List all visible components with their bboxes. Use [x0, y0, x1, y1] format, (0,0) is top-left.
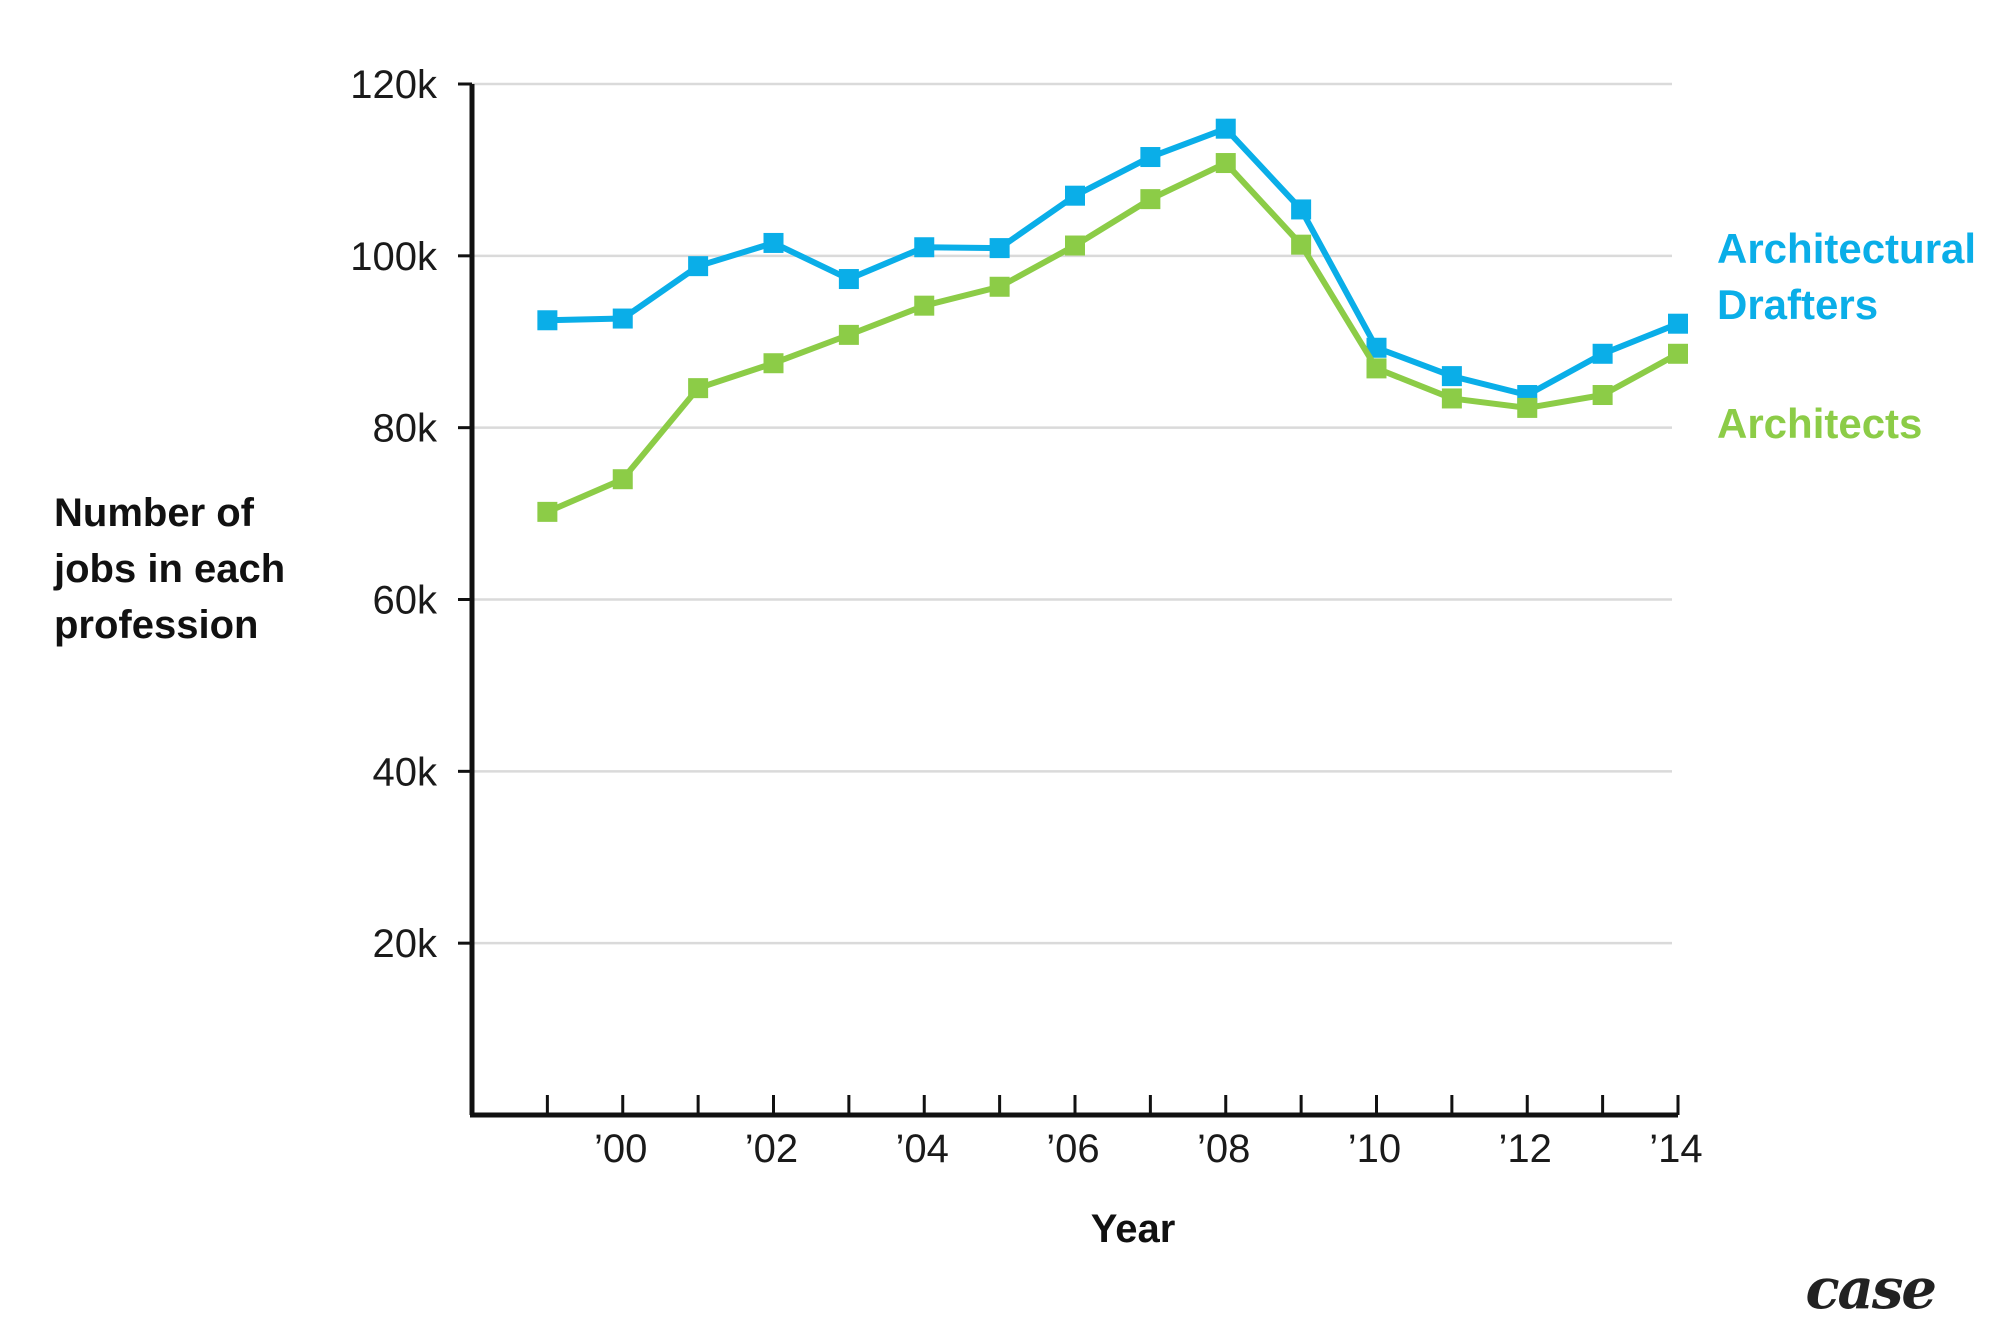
y-tick-label: 20k	[373, 922, 438, 966]
y-tick-label: 40k	[373, 750, 438, 794]
y-axis-title-line: profession	[54, 603, 258, 647]
data-point	[1592, 385, 1613, 406]
series-label-line: Drafters	[1717, 281, 1878, 328]
data-point	[1517, 397, 1538, 418]
data-point	[1441, 388, 1462, 409]
data-point	[1592, 343, 1613, 364]
x-tick-label: ’00	[594, 1127, 647, 1171]
data-point	[1366, 358, 1387, 379]
data-point	[1366, 337, 1387, 358]
data-point	[612, 469, 633, 490]
y-axis-title-line: Number of	[54, 491, 255, 535]
series-label-architects: Architects	[1717, 400, 1922, 447]
y-tick-labels: 20k 40k 60k 80k 100k 120k	[350, 63, 472, 966]
x-tick-label: ’14	[1649, 1127, 1702, 1171]
y-tick-label: 60k	[373, 579, 438, 623]
data-point	[688, 256, 709, 277]
y-tick-label: 100k	[350, 235, 438, 279]
x-tick-label: ’08	[1197, 1127, 1250, 1171]
data-point	[1215, 118, 1236, 139]
data-point	[537, 310, 558, 331]
x-tick-label: ’02	[745, 1127, 798, 1171]
data-point	[1140, 147, 1161, 168]
y-tick-label: 120k	[350, 63, 438, 107]
data-point	[1668, 313, 1688, 334]
case-logo: case	[1805, 1256, 1935, 1322]
series-line	[547, 125, 1680, 399]
data-point	[989, 238, 1010, 259]
data-point	[763, 232, 784, 253]
data-point	[1065, 235, 1085, 256]
x-tick-label: ’10	[1348, 1127, 1401, 1171]
series-label-line: Architects	[1717, 400, 1922, 447]
series-label-line: Architectural	[1717, 225, 1976, 272]
data-point	[1065, 185, 1085, 206]
y-axis-title-line: jobs in each	[53, 547, 285, 591]
data-point	[914, 237, 935, 258]
data-point	[763, 353, 784, 374]
series-line	[546, 160, 1680, 515]
data-point	[914, 295, 935, 316]
x-ticks: ’00 ’02 ’04 ’06 ’08 ’10 ’12 ’14	[545, 1095, 1703, 1171]
data-point	[838, 269, 859, 290]
y-axis-title: Number of jobs in each profession	[53, 491, 296, 647]
data-point	[1291, 199, 1312, 220]
data-point	[1215, 153, 1236, 174]
data-point	[1441, 366, 1462, 387]
data-point	[989, 276, 1010, 297]
data-point	[1668, 343, 1688, 364]
data-point	[838, 324, 859, 345]
x-tick-label: ’04	[896, 1127, 949, 1171]
x-tick-label: ’12	[1499, 1127, 1552, 1171]
gridlines	[472, 82, 1672, 945]
data-point	[537, 501, 558, 522]
data-point	[688, 378, 709, 399]
data-point	[612, 308, 633, 329]
data-point	[1140, 189, 1161, 210]
data-point	[1291, 234, 1312, 255]
y-tick-label: 80k	[373, 407, 438, 451]
x-tick-label: ’06	[1046, 1127, 1099, 1171]
data-series	[537, 118, 1688, 522]
x-axis-title: Year	[1091, 1207, 1176, 1251]
series-label-architectural-drafters: Architectural Drafters	[1717, 225, 1988, 328]
